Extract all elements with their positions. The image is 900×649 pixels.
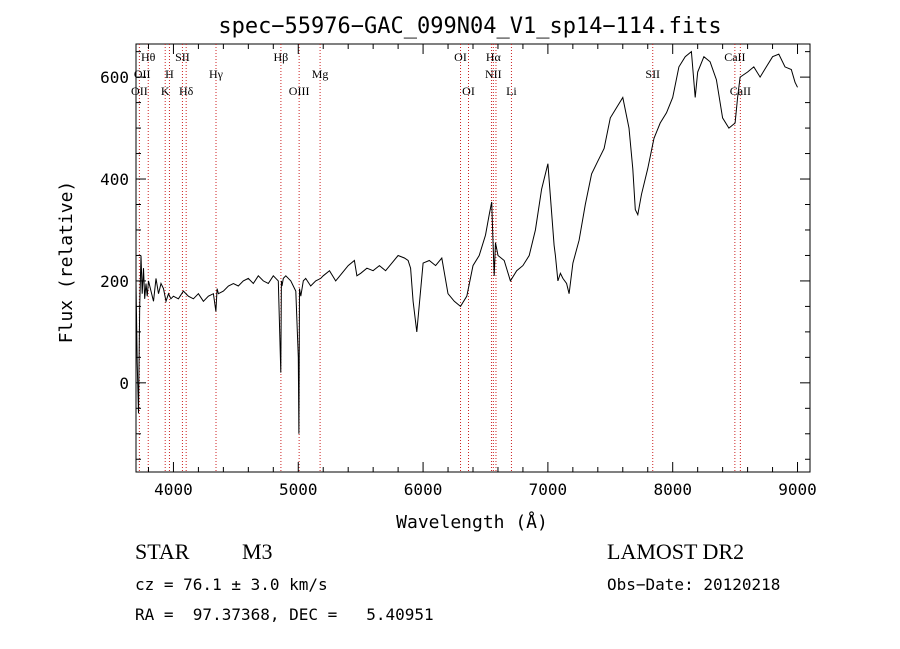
x-tick-label-2: 6000 xyxy=(404,480,443,499)
line-label-11: OI xyxy=(454,50,467,64)
x-tick-label-5: 9000 xyxy=(778,480,817,499)
object-subclass: M3 xyxy=(242,539,273,564)
line-label-8: Hβ xyxy=(274,50,289,64)
line-label-1: OII xyxy=(134,67,151,81)
line-label-4: K xyxy=(161,84,170,98)
line-label-12: OI xyxy=(462,84,475,98)
y-axis-ticks: 0 200 400 600 xyxy=(100,51,810,460)
redshift-text: cz = 76.1 ± 3.0 km/s xyxy=(135,575,328,594)
line-label-13: Hα xyxy=(486,50,502,64)
line-label-2: OII xyxy=(131,84,148,98)
y-axis-label: Flux (relative) xyxy=(56,181,77,344)
x-tick-label-4: 8000 xyxy=(653,480,692,499)
x-axis-label: Wavelength (Å) xyxy=(396,511,548,533)
line-label-0: Hθ xyxy=(141,50,156,64)
line-label-16: SII xyxy=(645,67,660,81)
spectral-line-markers xyxy=(138,44,741,472)
line-label-6: Hδ xyxy=(179,84,194,98)
line-label-14: NII xyxy=(485,67,502,81)
plot-frame xyxy=(135,43,811,473)
y-tick-label-2: 400 xyxy=(100,170,129,189)
coordinates-text: RA = 97.37368, DEC = 5.40951 xyxy=(135,605,434,624)
line-label-17: CaII xyxy=(724,50,745,64)
y-tick-label-1: 200 xyxy=(100,272,129,291)
obs-date-text: Obs−Date: 20120218 xyxy=(607,575,780,594)
survey-name: LAMOST DR2 xyxy=(607,539,744,564)
x-axis-ticks: 4000 5000 6000 7000 8000 9000 xyxy=(147,44,817,499)
object-class: STAR xyxy=(135,539,190,564)
line-label-9: OIII xyxy=(289,84,310,98)
line-label-10: Mg xyxy=(312,67,329,81)
x-tick-label-3: 7000 xyxy=(529,480,568,499)
x-tick-label-0: 4000 xyxy=(154,480,193,499)
line-label-18: CaII xyxy=(730,84,751,98)
y-tick-label-0: 0 xyxy=(119,374,129,393)
spectrum-series xyxy=(135,50,798,434)
line-label-3: H xyxy=(165,67,174,81)
y-tick-label-3: 600 xyxy=(100,68,129,87)
line-label-7: Hγ xyxy=(209,67,224,81)
line-label-15: Li xyxy=(506,84,517,98)
chart-title: spec−55976−GAC_099N04_V1_sp14−114.fits xyxy=(218,14,721,39)
line-label-5: SII xyxy=(175,50,190,64)
spectrum-line-0 xyxy=(135,50,798,434)
x-tick-label-1: 5000 xyxy=(279,480,318,499)
